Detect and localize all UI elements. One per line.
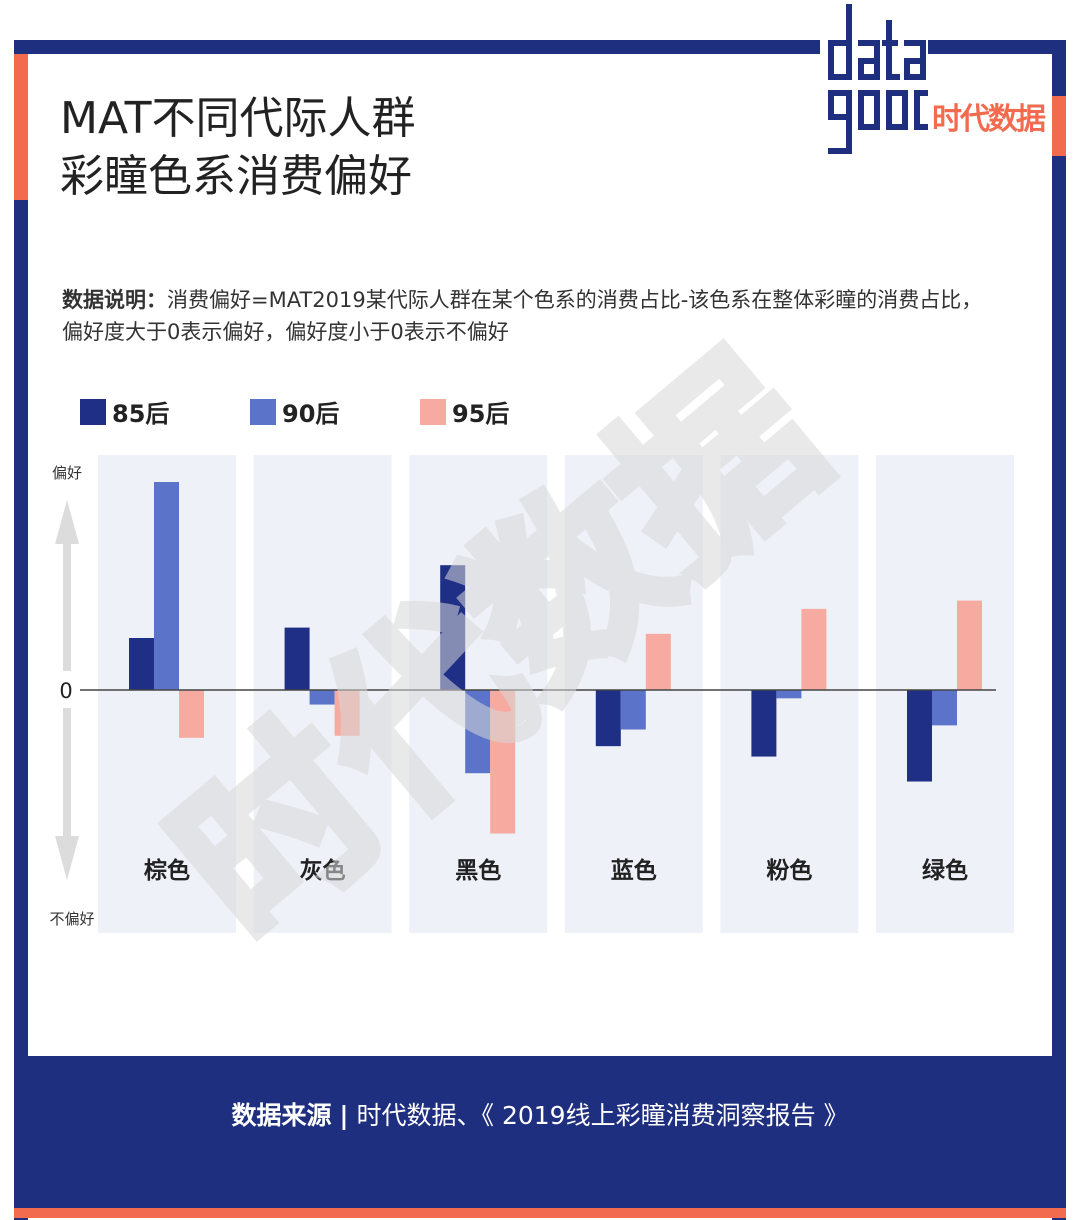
- axis-arrow-head-down: [55, 836, 79, 880]
- legend-item-90: 90后: [250, 394, 339, 429]
- bar-90后-蓝色: [620, 690, 646, 730]
- bar-85后-粉色: [751, 690, 777, 757]
- data-note-text: 消费偏好=MAT2019某代际人群在某个色系的消费占比-该色系在整体彩瞳的消费占…: [62, 288, 983, 344]
- logo-brand-text: 时代数据: [930, 94, 1046, 138]
- category-label: 棕色: [144, 857, 190, 884]
- frame-left-bar: [14, 40, 28, 1220]
- zero-label: 0: [59, 679, 72, 703]
- category-label: 蓝色: [611, 857, 657, 884]
- legend-label-85: 85后: [112, 400, 170, 428]
- legend-item-85: 85后: [80, 394, 169, 429]
- bar-85后-蓝色: [595, 690, 621, 747]
- axis-arrow-shaft-down: [63, 708, 71, 838]
- axis-top-label: 偏好: [52, 464, 82, 482]
- data-good-logo: [820, 0, 928, 160]
- footer-source-text: 时代数据、《 2019线上彩瞳消费洞察报告 》: [356, 1101, 849, 1130]
- data-note: 数据说明：消费偏好=MAT2019某代际人群在某个色系的消费占比-该色系在整体彩…: [62, 284, 1002, 348]
- footer-accent-line: [14, 1208, 1066, 1218]
- bar-90后-粉色: [776, 690, 802, 699]
- page-title: MAT不同代际人群 彩瞳色系消费偏好: [60, 90, 416, 206]
- bar-90后-黑色: [465, 690, 491, 774]
- bar-90后-棕色: [154, 482, 179, 690]
- data-note-label: 数据说明：: [62, 288, 167, 312]
- bar-95后-灰色: [334, 690, 360, 736]
- footer-source-label: 数据来源: [231, 1101, 332, 1130]
- bar-85后-绿色: [907, 690, 932, 782]
- title-line-2: 彩瞳色系消费偏好: [60, 151, 412, 202]
- footer-source: 数据来源 | 时代数据、《 2019线上彩瞳消费洞察报告 》: [14, 1096, 1066, 1132]
- axis-arrow-shaft-up: [63, 536, 71, 671]
- bar-85后-黑色: [440, 565, 466, 690]
- legend-label-90: 90后: [282, 400, 340, 428]
- bar-90后-绿色: [932, 690, 957, 726]
- footer-band: 数据来源 | 时代数据、《 2019线上彩瞳消费洞察报告 》: [14, 1056, 1066, 1208]
- footer-separator: |: [339, 1101, 349, 1130]
- frame-top-bar: [14, 40, 1054, 54]
- bar-85后-灰色: [284, 627, 310, 690]
- legend-label-95: 95后: [452, 400, 510, 428]
- category-label: 粉色: [766, 857, 812, 884]
- legend-swatch-85: [80, 398, 106, 425]
- bar-95后-黑色: [490, 690, 516, 834]
- legend-item-95: 95后: [420, 394, 509, 429]
- axis-bottom-label: 不偏好: [49, 910, 94, 928]
- accent-right-bar: [1052, 96, 1066, 156]
- bar-95后-绿色: [957, 600, 982, 690]
- bar-95后-蓝色: [645, 633, 671, 690]
- bar-90后-灰色: [309, 690, 335, 705]
- accent-left-bar: [14, 54, 28, 200]
- category-label: 绿色: [922, 857, 968, 884]
- bar-85后-棕色: [129, 638, 154, 690]
- frame-right-bar: [1052, 40, 1066, 1220]
- title-line-1: MAT不同代际人群: [60, 93, 416, 144]
- axis-arrow-head-up: [55, 500, 79, 544]
- bar-95后-棕色: [179, 690, 204, 738]
- category-label: 黑色: [455, 857, 501, 884]
- category-label: 灰色: [300, 857, 346, 884]
- bar-95后-粉色: [801, 608, 827, 690]
- legend-swatch-90: [250, 398, 276, 425]
- legend-swatch-95: [420, 398, 446, 425]
